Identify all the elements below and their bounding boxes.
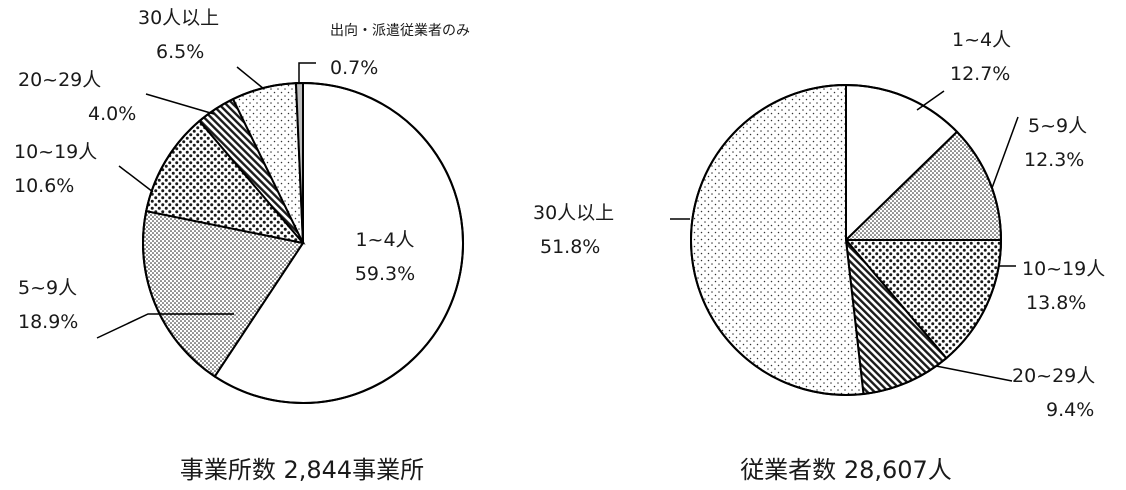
chart1-slice-value-1: 18.9% [18, 311, 78, 333]
chart1-slice-label-4: 30人以上 [138, 7, 219, 29]
chart2-slice-value-0: 12.7% [950, 63, 1010, 85]
leaders-layer [96, 62, 1019, 382]
chart1-slice-value-5: 0.7% [330, 57, 378, 79]
chart1-leader-line-4 [236, 66, 265, 90]
chart1-slice-value-3: 4.0% [88, 103, 136, 125]
chart1-slice-label-0: 1~4人 [355, 229, 414, 251]
chart1-slice-value-2: 10.6% [14, 175, 74, 197]
chart2-slice-label-2: 10~19人 [1022, 258, 1105, 280]
chart1-slice-value-4: 6.5% [156, 41, 204, 63]
chart1-title: 事業所数 2,844事業所 [180, 456, 424, 484]
chart2-slice-label-1: 5~9人 [1028, 115, 1087, 137]
chart1-leader-line-1 [96, 313, 234, 339]
chart2-leader-line-0 [916, 90, 945, 111]
chart1-pie-outline [142, 82, 464, 404]
chart1-slice-label-2: 10~19人 [14, 141, 97, 163]
chart2-slice-label-4: 30人以上 [533, 202, 614, 224]
chart2-slice-value-3: 9.4% [1046, 399, 1094, 421]
chart2-leader-line-1 [991, 116, 1019, 189]
chart1-leader-line-5 [298, 62, 316, 84]
chart1-slice-label-1: 5~9人 [18, 277, 77, 299]
chart2-title: 従業者数 28,607人 [740, 456, 952, 484]
chart2-slice-label-3: 20~29人 [1012, 365, 1095, 387]
chart2-pie-outline [690, 84, 1002, 396]
slices-layer [142, 81, 1003, 404]
chart2-slice-value-2: 13.8% [1026, 292, 1086, 314]
chart1-slice-label-3: 20~29人 [18, 69, 101, 91]
chart2-slice-value-1: 12.3% [1024, 149, 1084, 171]
chart2-slice-label-0: 1~4人 [952, 29, 1011, 51]
chart1-leader-line-2 [118, 165, 154, 193]
chart2-leader-line-3 [935, 365, 1013, 382]
chart1-leader-line-3 [145, 93, 215, 115]
labels-layer: 1~4人 59.3% 5~9人 18.9% 10~19人 10.6% 20~29人 4.0% 3… [14, 7, 1105, 421]
chart1-slice-label-5: 出向・派遣従業者のみ [330, 23, 470, 39]
chart2-slice-value-4: 51.8% [540, 236, 600, 258]
chart1-slice-value-0: 59.3% [355, 263, 415, 285]
chart2-slice-4 [690, 83, 865, 396]
